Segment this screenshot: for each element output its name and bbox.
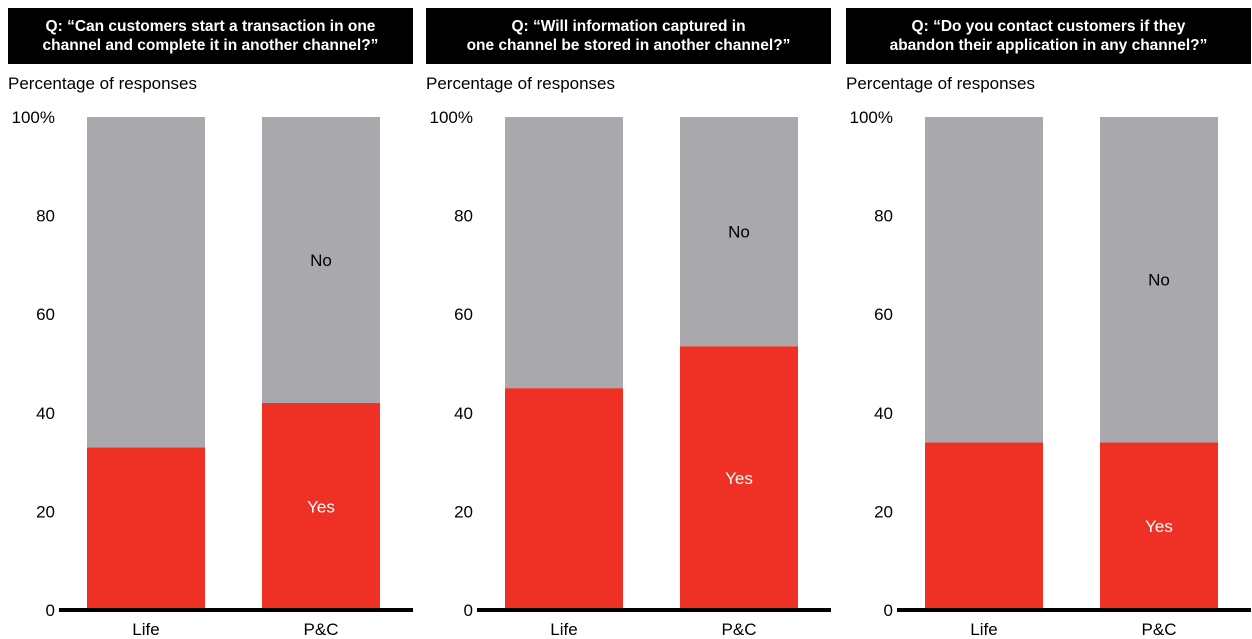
question-title-line: Q: “Can customers start a transaction in… [45,18,376,35]
x-category-label: Life [132,620,159,639]
bar-segment-no [262,117,380,403]
y-axis-label: Percentage of responses [846,74,1036,93]
stacked-bar-chart: 0 20 40 60 80 100% Life Yes No P&C [430,108,831,639]
y-tick-label: 0 [464,601,473,620]
question-title-line: Q: “Do you contact customers if they [911,18,1186,35]
bar-segment-yes [262,402,380,610]
series-label-yes: Yes [307,497,335,516]
series-label-no: No [728,223,750,242]
y-tick-label: 80 [454,207,473,226]
y-tick-label: 100% [850,108,893,127]
stacked-bar-chart: 0 20 40 60 80 100% Life Yes No P&C [12,108,413,639]
y-tick-label: 40 [454,404,473,423]
chart-panel-2: Q: “Will information captured in one cha… [426,0,831,639]
x-category-label: P&C [304,620,339,639]
question-title-box: Q: “Do you contact customers if they aba… [846,8,1251,64]
question-title-box: Q: “Will information captured in one cha… [426,8,831,64]
bar-segment-yes [505,388,623,610]
x-category-label: Life [550,620,577,639]
bar-segment-no [925,117,1043,443]
bar-segment-no [1100,117,1218,443]
bar-segment-yes [925,442,1043,610]
y-tick-label: 20 [454,502,473,521]
series-label-yes: Yes [725,469,753,488]
chart-panel-3: Q: “Do you contact customers if they aba… [846,0,1251,639]
y-tick-label: 0 [884,601,893,620]
bar-segment-no [680,117,798,347]
x-category-label: Life [970,620,997,639]
y-tick-label: 0 [46,601,55,620]
y-tick-label: 20 [874,502,893,521]
question-title-line: one channel be stored in another channel… [466,37,791,54]
y-tick-label: 100% [12,108,55,127]
bar-segment-no [505,117,623,389]
y-tick-label: 60 [874,305,893,324]
bar-segment-yes [680,346,798,610]
question-title-line: channel and complete it in another chann… [42,37,379,54]
x-category-label: P&C [1142,620,1177,639]
y-tick-label: 60 [36,305,55,324]
chart-panel-1: Q: “Can customers start a transaction in… [8,0,413,639]
y-tick-label: 100% [430,108,473,127]
y-tick-label: 80 [874,207,893,226]
y-tick-label: 40 [874,404,893,423]
bar-segment-no [87,117,205,448]
question-title-line: abandon their application in any channel… [889,37,1208,54]
series-label-yes: Yes [1145,517,1173,536]
y-tick-label: 60 [454,305,473,324]
y-tick-label: 80 [36,207,55,226]
stacked-bar-chart: 0 20 40 60 80 100% Life Yes No P&C [850,108,1251,639]
y-axis-label: Percentage of responses [8,74,198,93]
question-title-line: Q: “Will information captured in [511,18,746,35]
question-title-box: Q: “Can customers start a transaction in… [8,8,413,64]
bar-segment-yes [87,447,205,610]
y-tick-label: 40 [36,404,55,423]
bar-segment-yes [1100,442,1218,610]
series-label-no: No [310,251,332,270]
series-label-no: No [1148,271,1170,290]
x-category-label: P&C [722,620,757,639]
y-tick-label: 20 [36,502,55,521]
y-axis-label: Percentage of responses [426,74,616,93]
